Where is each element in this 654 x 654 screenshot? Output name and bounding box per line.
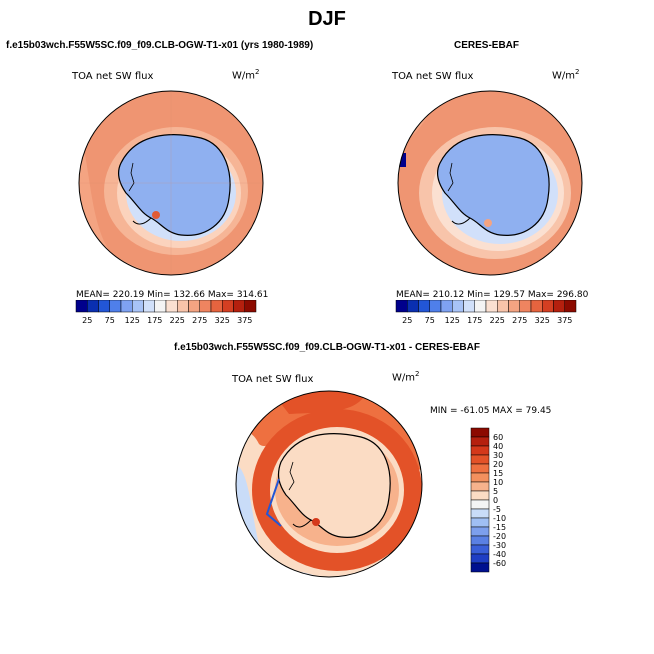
colorbar-swatch (470, 427, 490, 438)
colorbar-swatch (210, 300, 223, 313)
colorbar-swatch (75, 300, 88, 313)
colorbar-tick-label: 15 (493, 469, 503, 478)
colorbar-swatch (244, 300, 257, 313)
model-panel-subtitle: f.e15b03wch.F55W5SC.f09_f09.CLB-OGW-T1-x… (6, 40, 314, 51)
colorbar-swatch (165, 300, 178, 313)
colorbar-swatch (497, 300, 509, 313)
colorbar-swatch (470, 472, 490, 483)
colorbar-swatch (418, 300, 430, 313)
colorbar-swatch (470, 562, 490, 573)
diff-panel-subtitle: f.e15b03wch.F55W5SC.f09_f09.CLB-OGW-T1-x… (174, 342, 480, 353)
colorbar-tick-label: -15 (493, 523, 506, 532)
colorbar-tick-label: 60 (493, 433, 503, 442)
colorbar-swatch (470, 535, 490, 546)
colorbar-swatch (470, 481, 490, 492)
obs-colorbar: 25 75 125 175 225 275 325 375 (395, 300, 577, 325)
colorbar-swatch (470, 454, 490, 465)
colorbar-swatch (440, 300, 453, 313)
model-polar-map (78, 90, 264, 276)
obs-polar-map (397, 90, 583, 276)
colorbar-tick-label: 25 (402, 316, 412, 325)
diff-units-label: W/m2 (392, 370, 420, 384)
colorbar-swatch (395, 300, 408, 313)
diff-polar-map (235, 390, 423, 578)
colorbar-swatch (154, 300, 167, 313)
diff-stats: MIN = -61.05 MAX = 79.45 (430, 406, 552, 416)
colorbar-swatch (470, 526, 490, 537)
colorbar-tick-label: 175 (467, 316, 482, 325)
colorbar-swatch (87, 300, 99, 313)
colorbar-swatch (542, 300, 554, 313)
obs-stats: MEAN= 210.12 Min= 129.57 Max= 296.80 (396, 290, 589, 300)
colorbar-swatch (553, 300, 565, 313)
colorbar-swatch (132, 300, 144, 313)
colorbar-tick-label: 175 (147, 316, 162, 325)
colorbar-tick-label: 225 (490, 316, 505, 325)
colorbar-swatch (470, 463, 490, 474)
model-stats: MEAN= 220.19 Min= 132.66 Max= 314.61 (76, 290, 269, 300)
model-units-label: W/m2 (232, 68, 260, 82)
obs-panel-subtitle: CERES-EBAF (454, 40, 520, 51)
colorbar-tick-label: 375 (557, 316, 572, 325)
diff-variable-label: TOA net SW flux (232, 374, 314, 385)
colorbar-tick-label: 325 (535, 316, 550, 325)
colorbar-swatch (222, 300, 234, 313)
colorbar-tick-label: -5 (493, 505, 501, 514)
obs-units-label: W/m2 (552, 68, 580, 82)
colorbar-tick-label: 325 (215, 316, 230, 325)
colorbar-swatch (470, 553, 490, 564)
main-title: DJF (308, 8, 346, 30)
colorbar-tick-label: 75 (425, 316, 435, 325)
colorbar-swatch (485, 300, 498, 313)
colorbar-tick-label: -30 (493, 541, 506, 550)
colorbar-swatch (530, 300, 543, 313)
colorbar-tick-label: -10 (493, 514, 506, 523)
colorbar-swatch (98, 300, 110, 313)
colorbar-swatch (470, 499, 490, 510)
colorbar-swatch (233, 300, 245, 313)
colorbar-tick-label: 5 (493, 487, 498, 496)
colorbar-tick-label: 40 (493, 442, 503, 451)
colorbar-tick-label: 10 (493, 478, 503, 487)
colorbar-swatch (109, 300, 122, 313)
colorbar-swatch (519, 300, 532, 313)
colorbar-swatch (470, 517, 490, 528)
colorbar-swatch (564, 300, 577, 313)
colorbar-swatch (177, 300, 189, 313)
colorbar-tick-label: 20 (493, 460, 503, 469)
colorbar-swatch (143, 300, 155, 313)
obs-variable-label: TOA net SW flux (392, 71, 474, 82)
colorbar-swatch (452, 300, 464, 313)
colorbar-tick-label: -40 (493, 550, 506, 559)
colorbar-tick-label: 375 (237, 316, 252, 325)
colorbar-swatch (188, 300, 200, 313)
model-colorbar: 25 75 125 175 225 275 325 375 (75, 300, 257, 325)
colorbar-swatch (407, 300, 419, 313)
colorbar-swatch (508, 300, 520, 313)
colorbar-tick-label: 30 (493, 451, 503, 460)
colorbar-swatch (470, 508, 490, 519)
colorbar-tick-label: 275 (192, 316, 207, 325)
colorbar-swatch (470, 544, 490, 555)
colorbar-tick-label: -60 (493, 559, 506, 568)
colorbar-tick-label: 225 (170, 316, 185, 325)
colorbar-swatch (474, 300, 487, 313)
colorbar-swatch (120, 300, 133, 313)
colorbar-tick-label: 125 (445, 316, 460, 325)
model-variable-label: TOA net SW flux (72, 71, 154, 82)
colorbar-swatch (470, 490, 490, 501)
colorbar-tick-label: 0 (493, 496, 498, 505)
colorbar-swatch (429, 300, 442, 313)
colorbar-tick-label: 275 (512, 316, 527, 325)
colorbar-tick-label: 75 (105, 316, 115, 325)
colorbar-tick-label: 125 (125, 316, 140, 325)
colorbar-tick-label: -20 (493, 532, 506, 541)
colorbar-swatch (470, 436, 490, 447)
colorbar-swatch (470, 445, 490, 456)
colorbar-swatch (199, 300, 212, 313)
colorbar-swatch (463, 300, 475, 313)
colorbar-tick-label: 25 (82, 316, 92, 325)
